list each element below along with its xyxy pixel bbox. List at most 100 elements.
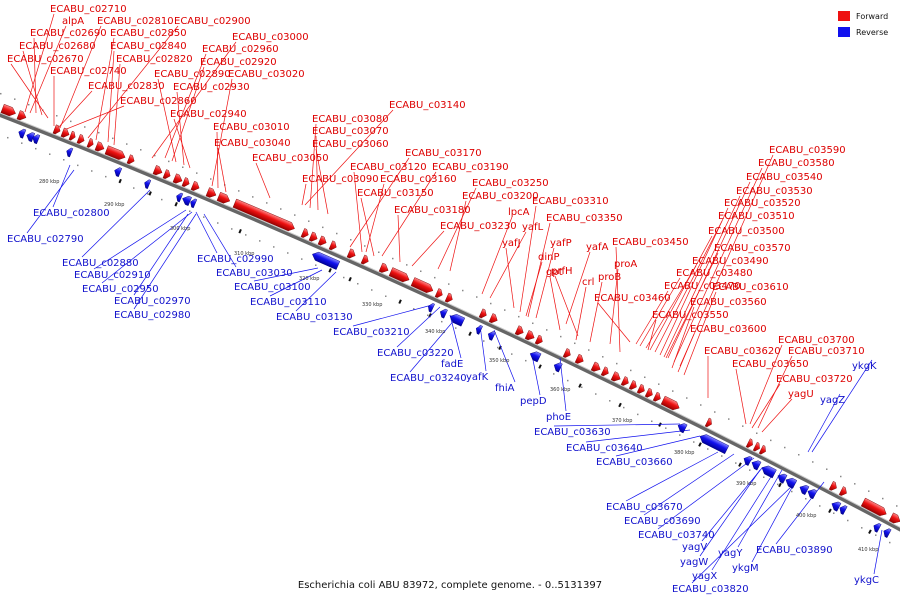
forward-leader-line [164,53,207,159]
forward-gene-label: proB [598,272,621,283]
reverse-leader-line [253,267,319,282]
forward-gene-label: ECABU_c03470 [664,281,741,292]
forward-leader-line [639,277,681,347]
forward-gene-label: ECABU_c03090 [302,174,379,185]
genome-backbone-highlight [0,112,900,528]
forward-gene-arrow [76,134,85,144]
forward-gene-label: ECABU_c03040 [214,138,291,149]
forward-gene-arrow [378,262,389,273]
forward-leader-line [29,25,67,114]
reverse-gene-arrow [18,128,27,139]
forward-gene-arrow [232,198,295,232]
forward-gene-label: ECABU_c03000 [232,32,309,43]
forward-gene-arrow [0,103,16,117]
reverse-leader-line [295,271,337,312]
forward-gene-label: ECABU_c02680 [19,41,96,52]
forward-gene-label: ECABU_c03590 [769,145,846,156]
reverse-gene-label: ECABU_c03890 [756,545,833,556]
forward-gene-label: ECABU_c03520 [724,198,801,209]
forward-gene-label: yafL [522,222,544,233]
reverse-leader-line [699,469,761,557]
forward-gene-arrow [162,169,171,179]
reverse-gene-label: ECABU_c03740 [638,530,715,541]
reverse-gene-arrow [761,465,777,479]
reverse-gene-label: ykgM [732,563,759,574]
reverse-leader-line [811,359,873,453]
forward-gene-label: ECABU_c03720 [776,374,853,385]
forward-leader-line [255,162,271,199]
reverse-leader-line [479,324,487,372]
reverse-leader-line [701,467,763,542]
forward-gene-arrow [104,145,126,160]
forward-gene-arrow [562,348,571,358]
forward-leader-line [315,148,329,215]
forward-gene-label: ECABU_c03170 [405,148,482,159]
forward-leader-line [649,235,713,351]
forward-gene-label: ECABU_c03650 [732,359,809,370]
forward-gene-arrow [388,267,410,283]
reverse-leader-line [657,457,755,530]
forward-leader-line [647,319,657,351]
forward-leader-line [527,222,551,318]
forward-gene-label: dinP [538,252,560,263]
forward-gene-arrow [434,288,443,298]
forward-gene-label: ECABU_c03010 [213,122,290,133]
forward-gene-arrow [628,380,637,390]
forward-gene-label: ECABU_c03020 [228,69,305,80]
forward-leader-line [751,383,781,429]
forward-leader-line [59,25,102,129]
forward-gene-label: ECABU_c02840 [110,41,187,52]
reverse-gene-arrow [883,528,892,538]
forward-gene-arrow [888,512,900,524]
legend-reverse-swatch [838,27,850,37]
kbp-label: 390 kbp [736,481,756,487]
reverse-leader-line [807,393,841,453]
reverse-gene-arrow [182,195,192,206]
reverse-gene-arrow [743,456,753,466]
reverse-gene-label: ECABU_c03630 [534,427,611,438]
forward-gene-arrow [216,191,231,204]
forward-gene-label: ECABU_c03510 [718,211,795,222]
forward-gene-arrow [308,231,318,242]
forward-leader-line [113,63,121,146]
forward-leader-line [589,281,603,343]
forward-gene-label: lpcA [508,207,530,218]
reverse-leader-line [52,164,71,208]
kbp-label: 370 kbp [612,418,632,424]
reverse-leader-line [553,423,681,427]
forward-leader-line [10,63,49,119]
forward-leader-line [667,181,751,359]
forward-gene-label: ECABU_c02690 [30,28,107,39]
forward-leader-line [565,251,591,325]
forward-gene-label: ECABU_c02940 [170,109,247,120]
forward-leader-line [353,171,363,253]
forward-gene-label: ECABU_c02900 [174,16,251,27]
forward-gene-label: ECABU_c03230 [440,221,517,232]
forward-gene-arrow [444,292,453,303]
forward-leader-line [679,154,774,367]
forward-gene-arrow [346,248,356,259]
reverse-leader-line [409,317,457,373]
forward-leader-line [24,13,55,113]
reverse-gene-label: phoE [546,412,571,423]
forward-gene-arrow [410,277,434,293]
forward-leader-line [749,344,783,425]
reverse-gene-label: ECABU_c02880 [62,258,139,269]
forward-gene-arrow [488,313,498,323]
forward-leader-line [107,50,115,143]
reverse-gene-label: ECABU_c02970 [114,296,191,307]
forward-gene-arrow [660,395,680,411]
reverse-leader-line [93,209,187,270]
forward-gene-label: ECABU_c03610 [712,282,789,293]
forward-leader-line [535,247,555,319]
forward-leader-line [735,368,747,425]
reverse-gene-arrow [449,314,466,327]
forward-gene-label: yagU [788,389,814,400]
reverse-gene-arrow [26,132,36,143]
reverse-leader-line [625,451,719,502]
tick-marks [0,92,898,544]
forward-gene-label: yafA [586,242,609,253]
reverse-gene-arrow [807,489,818,500]
forward-leader-line [216,131,219,189]
